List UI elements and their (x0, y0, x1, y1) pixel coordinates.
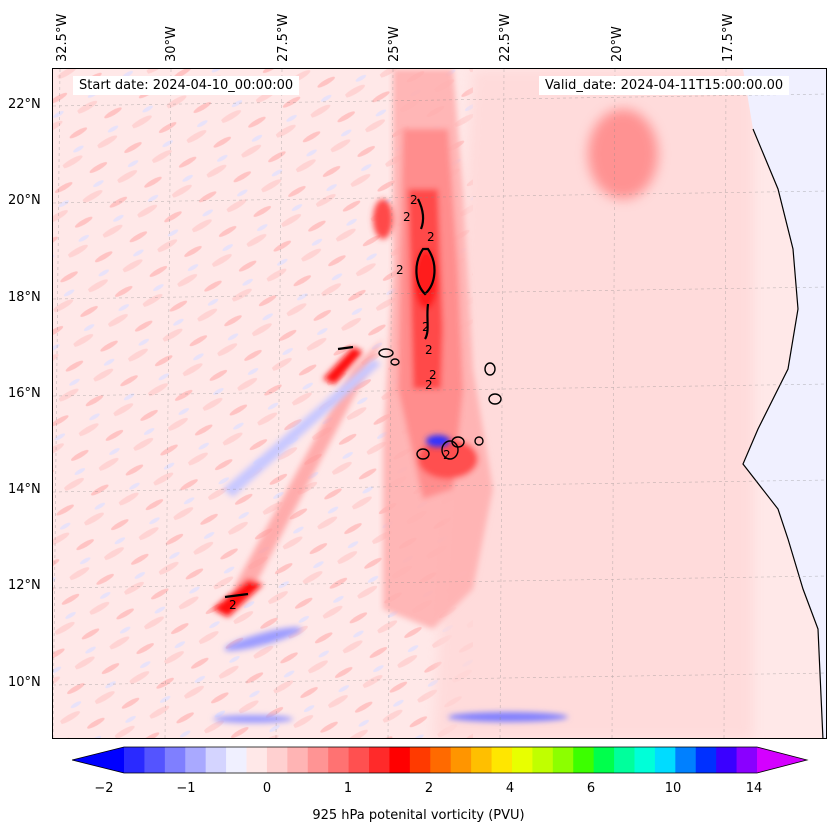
colorbar-tick-label: 14 (745, 781, 763, 796)
lon-label-27-5w: 27.5°W (276, 13, 291, 62)
lon-label-20w: 20°W (610, 26, 625, 62)
colorbar-segment (348, 747, 370, 773)
colorbar-segment (675, 747, 697, 773)
contour-label: 2 (429, 368, 437, 382)
contour-label: 2 (425, 378, 433, 392)
pv-negative-streaks (213, 359, 568, 723)
africa-landmass (743, 69, 826, 738)
colorbar-segment (552, 747, 574, 773)
colorbar-tick-label: 2 (424, 781, 434, 796)
pv-2-contours (224, 198, 436, 599)
colorbar-tick-label: 4 (505, 781, 515, 796)
contour-label-group: 2 2 2 2 2 2 2 2 2 2 (229, 193, 451, 612)
contour-label: 2 (410, 193, 418, 207)
lat-label-20n: 20°N (8, 193, 41, 208)
contour-label: 2 (443, 448, 451, 462)
colorbar-extend-max (757, 747, 807, 773)
contour-label: 2 (427, 230, 435, 244)
pv-eastern-field (433, 69, 753, 738)
colorbar-segment (430, 747, 452, 773)
graticule (53, 69, 826, 738)
pv-red-band (373, 69, 493, 629)
colorbar-segment (124, 747, 145, 773)
contour-label: 2 (396, 263, 404, 277)
colorbar-segment (511, 747, 533, 773)
lat-label-18n: 18°N (8, 290, 41, 305)
contour-label: 2 (403, 210, 411, 224)
colorbar-segment (328, 747, 350, 773)
pv-diagonal-filament (213, 339, 383, 617)
colorbar (72, 746, 809, 774)
lat-label-16n: 16°N (8, 386, 41, 401)
africa-coastline (742, 128, 824, 738)
colorbar-segment (307, 747, 329, 773)
lat-label-14n: 14°N (8, 482, 41, 497)
colorbar-segment (491, 747, 513, 773)
pv-contour-map: 2 2 2 2 2 2 2 2 2 2 (53, 69, 826, 738)
map-panel: 2 2 2 2 2 2 2 2 2 2 (52, 68, 827, 739)
colorbar-segment (164, 747, 186, 773)
contour-label: 2 (422, 320, 430, 334)
colorbar-segment (369, 747, 390, 773)
colorbar-tick-label: 6 (586, 781, 596, 796)
lon-label-22-5w: 22.5°W (498, 13, 513, 62)
colorbar-segment (205, 747, 227, 773)
lon-label-30w: 30°W (164, 26, 179, 62)
colorbar-segment (246, 747, 268, 773)
lon-label-17-5w: 17.5°W (721, 13, 736, 62)
colorbar-tick-label: 0 (262, 781, 272, 796)
colorbar-segment (654, 747, 676, 773)
colorbar-tick-label: −2 (94, 781, 114, 796)
cape-verde-islands (378, 348, 502, 460)
colorbar-segment (409, 747, 431, 773)
lat-label-22n: 22°N (8, 97, 41, 112)
lat-label-12n: 12°N (8, 578, 41, 593)
colorbar-segment (716, 747, 738, 773)
colorbar-tick-label: 10 (664, 781, 682, 796)
colorbar-extend-min (72, 747, 124, 773)
contour-label: 2 (425, 343, 433, 357)
colorbar-segment (144, 747, 166, 773)
colorbar-segment (226, 747, 248, 773)
colorbar-segment (287, 747, 309, 773)
colorbar-segment (614, 747, 635, 773)
colorbar-segment (573, 747, 595, 773)
start-date-label: Start date: 2024-04-10_00:00:00 (73, 76, 300, 95)
colorbar-segment (736, 747, 758, 773)
colorbar-segment (695, 747, 717, 773)
colorbar-segment (185, 747, 207, 773)
colorbar-segment (532, 747, 554, 773)
colorbar-segment (634, 747, 656, 773)
valid-date-label: Valid_date: 2024-04-11T15:00:00.00 (539, 76, 790, 95)
colorbar-segment (471, 747, 493, 773)
lon-label-25w: 25°W (387, 26, 402, 62)
colorbar-segment (593, 747, 615, 773)
colorbar-segment (389, 747, 411, 773)
colorbar-outline (72, 746, 809, 774)
contour-label: 2 (229, 598, 237, 612)
colorbar-segment (450, 747, 472, 773)
lat-label-10n: 10°N (8, 675, 41, 690)
lon-label-32-5w: 32.5°W (55, 13, 70, 62)
colorbar-segment (266, 747, 288, 773)
colorbar-tick-label: −1 (176, 781, 196, 796)
colorbar-tick-label: 1 (343, 781, 353, 796)
colorbar-title: 925 hPa potenital vorticity (PVU) (312, 808, 525, 823)
pv-ne-maximum (588, 109, 658, 199)
